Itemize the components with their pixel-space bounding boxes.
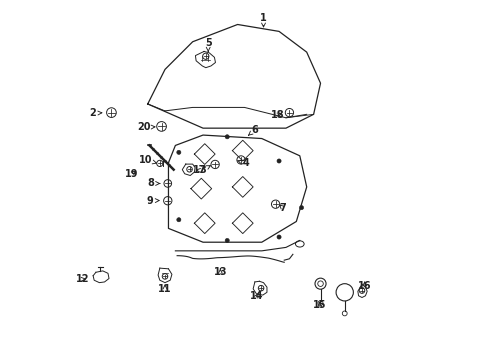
Text: 4: 4: [237, 158, 249, 168]
Circle shape: [224, 135, 229, 139]
Text: 17: 17: [192, 165, 206, 175]
Text: 11: 11: [158, 284, 171, 294]
Circle shape: [276, 235, 281, 239]
Circle shape: [276, 159, 281, 163]
Text: 10: 10: [139, 155, 156, 165]
Text: 20: 20: [137, 122, 155, 132]
Text: 14: 14: [249, 292, 263, 301]
Circle shape: [224, 238, 229, 243]
Text: 18: 18: [270, 110, 284, 120]
Text: 5: 5: [204, 39, 211, 51]
Text: 6: 6: [248, 125, 258, 135]
Text: 19: 19: [125, 169, 139, 179]
Text: 13: 13: [213, 267, 226, 276]
Text: 3: 3: [199, 165, 210, 175]
Text: 7: 7: [279, 203, 285, 213]
Text: 12: 12: [76, 274, 89, 284]
Text: 8: 8: [147, 179, 160, 188]
Text: 1: 1: [260, 13, 266, 27]
Text: 2: 2: [89, 108, 102, 118]
Circle shape: [176, 218, 181, 222]
Circle shape: [176, 150, 181, 154]
Text: 16: 16: [357, 282, 371, 292]
Circle shape: [299, 206, 303, 210]
Text: 15: 15: [312, 300, 326, 310]
Text: 9: 9: [146, 196, 159, 206]
